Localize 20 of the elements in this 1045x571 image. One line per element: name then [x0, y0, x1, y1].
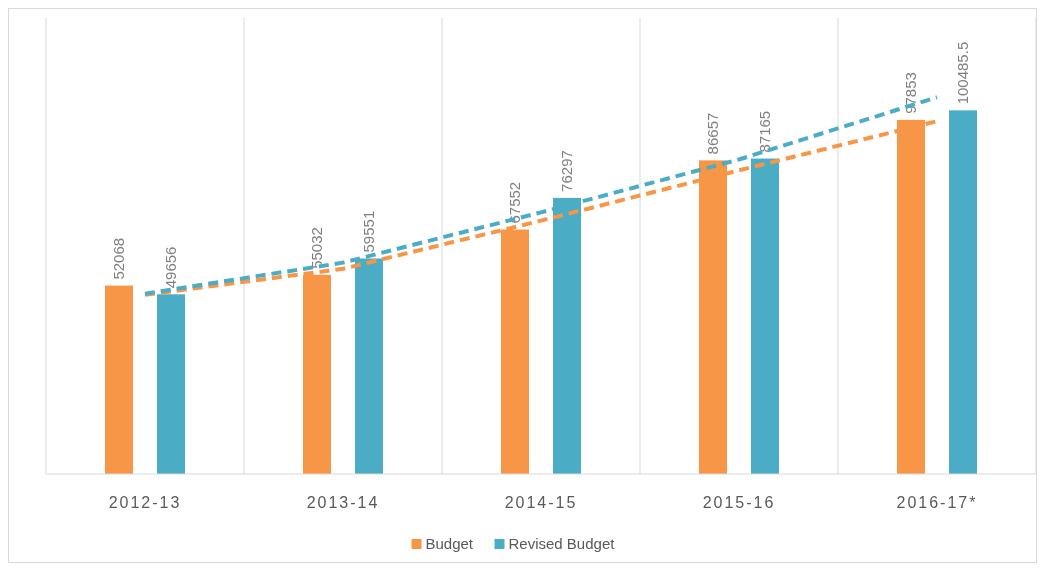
data-label: 55032 — [308, 227, 325, 269]
x-tick-label: 2013-14 — [306, 494, 380, 511]
legend-label: Budget — [425, 535, 474, 552]
x-tick-label: 2015-16 — [702, 494, 776, 511]
bar — [949, 110, 977, 474]
data-label: 67552 — [506, 181, 523, 224]
x-tick-label: 2014-15 — [504, 494, 578, 511]
data-label: 97853 — [902, 72, 919, 114]
legend-label: Revised Budget — [508, 535, 616, 552]
bar — [751, 158, 779, 474]
data-label: 52068 — [110, 237, 127, 280]
data-label: 100485.5 — [954, 41, 971, 105]
bar — [105, 285, 133, 474]
data-label: 86657 — [704, 112, 721, 155]
x-tick-label: 2012-13 — [108, 494, 182, 511]
data-label: 49656 — [162, 246, 179, 289]
data-label: 87165 — [756, 110, 773, 153]
data-label: 76297 — [558, 150, 575, 192]
x-tick-label: 2016-17* — [896, 494, 978, 511]
data-label: 59551 — [360, 210, 377, 253]
